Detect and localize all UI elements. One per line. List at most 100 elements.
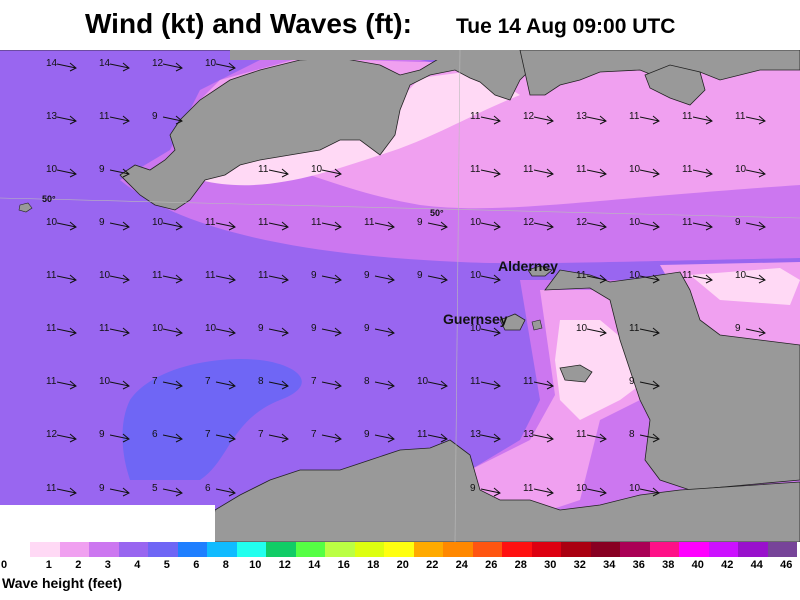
- legend-swatch: [148, 542, 178, 557]
- wind-speed-label: 13: [576, 111, 588, 122]
- wind-speed-label: 11: [576, 270, 587, 281]
- wind-speed-label: 11: [523, 483, 534, 494]
- wind-speed-label: 11: [470, 164, 481, 175]
- wind-barb: 10: [99, 270, 130, 284]
- legend-swatch: [89, 542, 119, 557]
- wind-arrow: [533, 487, 554, 497]
- legend-swatch: [472, 542, 502, 557]
- wind-arrow: [268, 168, 289, 178]
- wind-speed-label: 11: [682, 217, 693, 228]
- wind-speed-label: 9: [735, 323, 741, 334]
- wind-speed-label: 9: [311, 270, 317, 281]
- wind-barb: 10: [735, 270, 766, 284]
- wind-speed-label: 9: [470, 483, 476, 494]
- wind-arrow: [427, 380, 448, 390]
- wind-speed-label: 14: [46, 58, 58, 69]
- wind-arrow: [215, 380, 236, 390]
- wind-speed-label: 9: [735, 217, 741, 228]
- wind-speed-label: 11: [364, 217, 375, 228]
- wind-speed-label: 11: [258, 270, 269, 281]
- wind-barb: 10: [629, 483, 660, 497]
- wind-speed-label: 12: [523, 217, 535, 228]
- wind-arrow: [162, 327, 183, 337]
- wind-barb: 9: [364, 323, 395, 337]
- wind-barb: 13: [46, 111, 77, 125]
- wind-arrow: [480, 487, 501, 497]
- wind-barb: 11: [99, 323, 130, 337]
- legend-tick-label: 1: [45, 559, 52, 571]
- wind-speed-label: 11: [99, 323, 110, 334]
- wind-arrow: [321, 274, 342, 284]
- legend-swatch: [236, 542, 266, 557]
- legend-tick-label: 22: [426, 559, 439, 571]
- wind-speed-label: 9: [417, 217, 423, 228]
- wind-barb: 11: [523, 376, 554, 390]
- legend-tick-label: 18: [367, 559, 380, 571]
- meridian-line: [454, 50, 461, 542]
- legend-swatch: [531, 542, 561, 557]
- wind-barb: 11: [576, 429, 607, 443]
- wind-speed-label: 14: [99, 58, 111, 69]
- wind-barb: 10: [470, 217, 501, 231]
- legend-tick-label: 38: [662, 559, 675, 571]
- island-scilly: [18, 202, 33, 213]
- wind-speed-label: 10: [735, 164, 747, 175]
- wind-arrow: [374, 221, 395, 231]
- wind-speed-label: 10: [205, 58, 217, 69]
- wind-barb: 9: [417, 217, 448, 231]
- wind-arrow: [586, 274, 607, 284]
- wind-arrow: [586, 168, 607, 178]
- wind-arrow: [533, 115, 554, 125]
- wind-barb: 10: [152, 323, 183, 337]
- place-label-guernsey[interactable]: Guernsey: [443, 311, 508, 327]
- wind-arrow: [109, 221, 130, 231]
- wind-arrow: [56, 327, 77, 337]
- legend-swatch: [443, 542, 473, 557]
- wind-arrow: [56, 380, 77, 390]
- wind-arrow: [586, 487, 607, 497]
- wind-speed-label: 9: [152, 111, 158, 122]
- wind-arrow: [321, 221, 342, 231]
- wind-arrow: [109, 327, 130, 337]
- wind-arrow: [56, 62, 77, 72]
- wind-speed-label: 5: [152, 483, 158, 494]
- wind-arrow: [480, 274, 501, 284]
- wind-barb: 9: [629, 376, 660, 390]
- wind-speed-label: 12: [152, 58, 164, 69]
- wind-speed-label: 10: [46, 164, 58, 175]
- wind-speed-label: 8: [258, 376, 264, 387]
- island-sark: [531, 319, 543, 331]
- wind-arrow: [109, 380, 130, 390]
- wind-speed-label: 11: [523, 376, 534, 387]
- legend-tick-label: 16: [337, 559, 350, 571]
- wind-barb: 11: [46, 323, 77, 337]
- wind-speed-label: 10: [99, 270, 111, 281]
- wind-speed-label: 10: [576, 483, 588, 494]
- wind-speed-label: 8: [364, 376, 370, 387]
- wind-barb: 9: [364, 270, 395, 284]
- legend-tick-label: 0: [0, 559, 8, 571]
- wave-map[interactable]: 50° 50° 14 14 12 10 13 11 9 11 12 13 11 11 11 10 9 11 10…: [0, 50, 800, 542]
- wind-arrow: [586, 221, 607, 231]
- wind-arrow: [215, 62, 236, 72]
- wind-speed-label: 11: [311, 217, 322, 228]
- wind-arrow: [427, 433, 448, 443]
- wind-barb: 9: [258, 323, 289, 337]
- legend-tick-label: 2: [75, 559, 82, 571]
- wind-barb: 11: [311, 217, 342, 231]
- legend-swatch: [118, 542, 148, 557]
- legend-tick-label: 6: [193, 559, 200, 571]
- wind-arrow: [321, 168, 342, 178]
- wind-arrow: [480, 327, 501, 337]
- legend-tick-label: 30: [544, 559, 557, 571]
- place-label-alderney[interactable]: Alderney: [498, 258, 558, 274]
- wind-barb: 9: [99, 164, 130, 178]
- wind-arrow: [745, 327, 766, 337]
- legend-swatch: [738, 542, 768, 557]
- wind-barb: 12: [46, 429, 77, 443]
- wave-band-0-1ft-south: [555, 320, 660, 420]
- wind-barb: 8: [364, 376, 395, 390]
- wind-arrow: [321, 433, 342, 443]
- wind-arrow: [215, 221, 236, 231]
- wind-barb: 10: [99, 376, 130, 390]
